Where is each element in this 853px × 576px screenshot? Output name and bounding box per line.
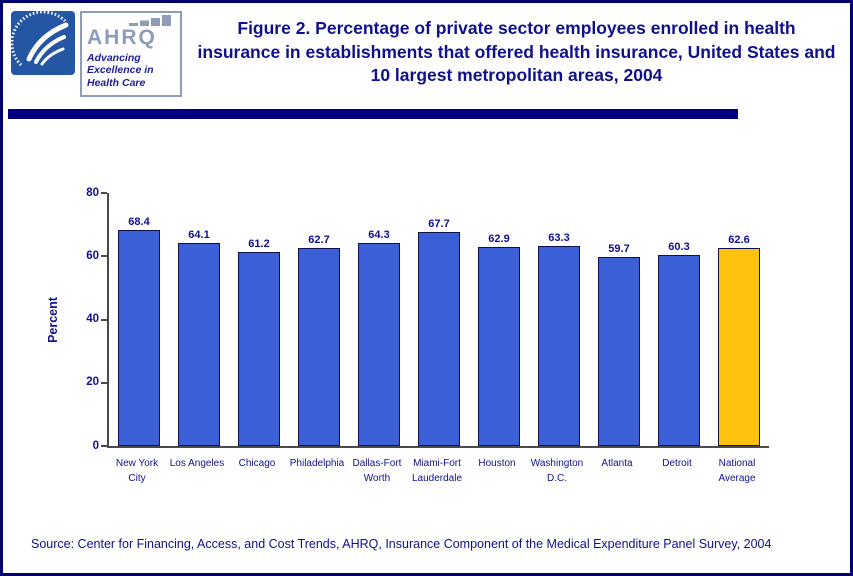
y-axis-tick-labels: 0 20 40 60 80: [73, 187, 107, 451]
y-axis-tick-mark: [101, 192, 107, 194]
y-axis-tick-label: 0: [92, 439, 99, 452]
bar: [598, 257, 640, 446]
ahrq-steps-icon: [129, 15, 171, 26]
bar: [358, 242, 400, 446]
bar-group: 68.4: [109, 216, 169, 446]
bar-value-label: 64.3: [368, 228, 390, 241]
bar: [538, 245, 580, 446]
x-axis-label: National Average: [718, 458, 756, 484]
y-axis-tick-mark: [101, 255, 107, 258]
hhs-logo: [11, 11, 75, 75]
bar-value-label: 67.7: [428, 217, 450, 230]
bar-group: 62.9: [469, 233, 529, 446]
y-axis-tick-label: 80: [86, 186, 99, 199]
y-axis-tick-mark: [101, 445, 107, 447]
bar-group: 67.7: [409, 218, 469, 446]
ahrq-wordmark: AHRQ: [87, 26, 157, 49]
bar-value-label: 61.2: [248, 238, 270, 251]
x-axis-label: Chicago: [238, 458, 276, 469]
figure-title: Figure 2. Percentage of private sector e…: [197, 18, 836, 86]
bar: [178, 243, 220, 446]
x-axis-label: Detroit: [662, 458, 692, 469]
bar-group: 63.3: [529, 232, 589, 446]
ahrq-tagline: Advancing Excellence in Health Care: [87, 52, 175, 89]
bar-group: 62.7: [289, 234, 349, 446]
bar-group: 61.2: [229, 238, 289, 446]
bar-group: 62.6: [709, 234, 769, 446]
y-axis-tick-label: 40: [86, 313, 99, 325]
y-axis-tick-mark: [101, 381, 107, 384]
logo-group: AHRQ Advancing Excellence in Health Care: [11, 11, 187, 107]
bar: [658, 255, 700, 446]
bar: [478, 247, 520, 446]
ahrq-tagline-line: Advancing: [87, 52, 141, 64]
bar-group: 60.3: [649, 241, 709, 446]
y-axis-title-text: Percent: [46, 296, 61, 343]
x-axis-label: Miami-Fort Lauderdale: [411, 458, 463, 484]
x-axis-label: New York City: [115, 458, 159, 484]
x-axis-labels: New York City Los Angeles Chicago Philadelph…: [107, 456, 769, 486]
source-note: Source: Center for Financing, Access, an…: [31, 537, 772, 551]
y-axis-tick-label: 60: [86, 249, 99, 262]
x-axis-label: Philadelphia: [289, 458, 345, 469]
x-axis-label: Dallas-Fort Worth: [352, 458, 402, 484]
bar-value-label: 62.9: [488, 233, 510, 246]
bar-value-label: 64.1: [188, 229, 210, 242]
y-axis-tick-mark: [101, 318, 107, 321]
header: AHRQ Advancing Excellence in Health Care…: [3, 3, 850, 107]
bar-group: 64.1: [169, 229, 229, 446]
bar: [238, 252, 280, 446]
x-axis-label: Atlanta: [601, 458, 633, 469]
header-divider-bar: [8, 109, 738, 119]
x-axis-label: Washington D.C.: [530, 458, 584, 484]
bar-chart: Percent 0 20 40 60 80 68.4 64.1 61.2 62.7 64.3 67…: [33, 187, 850, 486]
y-axis-title: Percent: [33, 193, 73, 446]
bar-value-label: 60.3: [668, 241, 690, 254]
ahrq-tagline-line: Health Care: [87, 76, 146, 89]
bars-row: 68.4 64.1 61.2 62.7 64.3 67.7 62.9 63.3 59.7 60.3…: [109, 193, 769, 446]
y-axis-tick-label: 20: [86, 376, 99, 389]
bar: [418, 231, 460, 446]
ahrq-logo: AHRQ Advancing Excellence in Health Care: [80, 11, 182, 97]
x-axis-label: Houston: [478, 458, 516, 469]
bar-group: 64.3: [349, 229, 409, 446]
bar-value-label: 62.6: [728, 234, 750, 247]
bar-value-label: 62.7: [308, 233, 330, 246]
bar-group: 59.7: [589, 243, 649, 446]
bar-value-label: 68.4: [128, 215, 150, 228]
bar: [118, 229, 160, 446]
ahrq-tagline-line: Excellence in: [87, 64, 154, 77]
bar-value-label: 63.3: [548, 231, 570, 244]
bar-value-label: 59.7: [608, 243, 630, 256]
plot-area: 68.4 64.1 61.2 62.7 64.3 67.7 62.9 63.3 59.7 60.3…: [101, 192, 769, 448]
x-axis-label: Los Angeles: [169, 458, 225, 469]
bar: [298, 247, 340, 446]
bar: [718, 248, 760, 446]
plot-column: 68.4 64.1 61.2 62.7 64.3 67.7 62.9 63.3 59.7 60.3…: [101, 192, 769, 486]
